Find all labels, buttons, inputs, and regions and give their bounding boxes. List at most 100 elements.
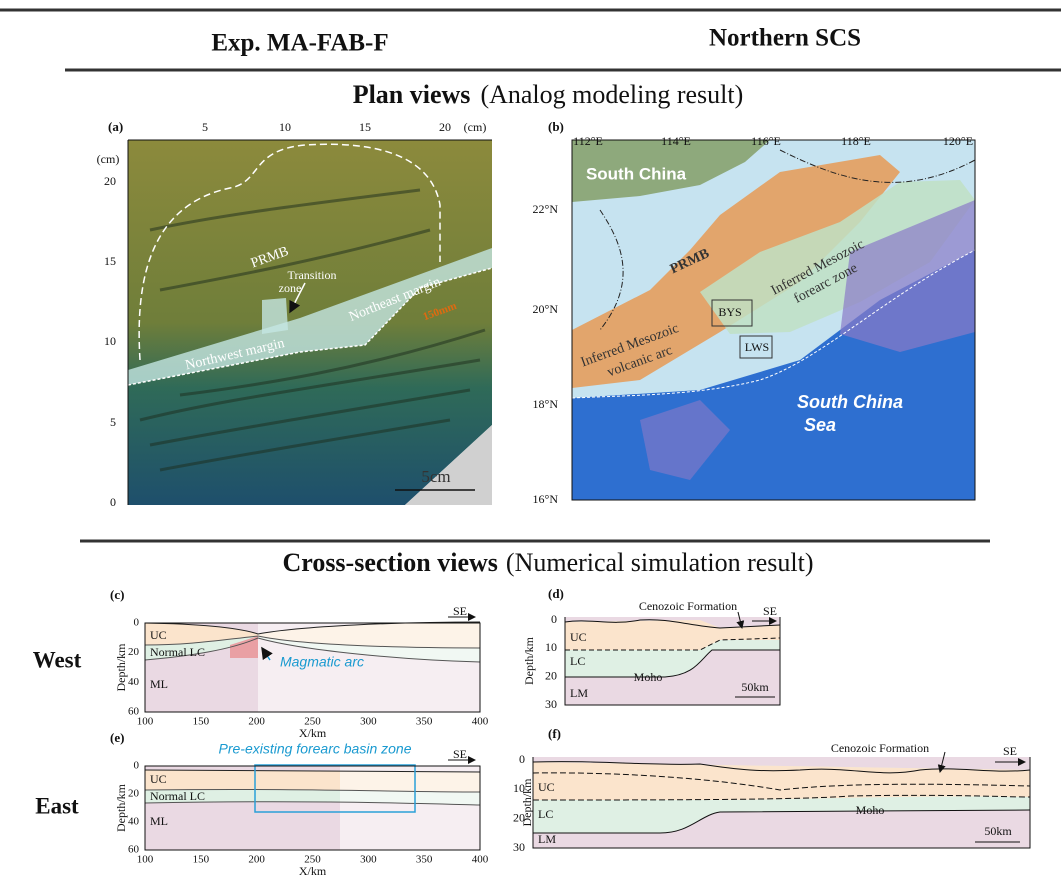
layer-label: UC [538, 780, 555, 794]
y-tick-label: 0 [110, 495, 116, 509]
x-tick-label: 100 [137, 716, 154, 728]
panel-label: (c) [110, 587, 124, 602]
layer-label: UC [570, 630, 587, 644]
layer-label: LC [538, 807, 553, 821]
panel-b-map [572, 140, 975, 500]
layer-label: UC [150, 772, 167, 786]
layer-label: ML [150, 814, 168, 828]
x-tick-label: 118°E [841, 134, 871, 148]
x-tick-label: 400 [472, 854, 489, 866]
panel-label: (f) [548, 726, 561, 741]
y-tick-label: 60 [128, 706, 140, 718]
annotation: Pre-existing forearc basin zone [219, 741, 412, 757]
annotation: BYS [718, 305, 741, 319]
formation-label: Cenozoic Formation [831, 741, 929, 755]
layer-label: Normal LC [150, 645, 205, 659]
y-tick-label: 0 [134, 617, 140, 629]
layer-label: LC [570, 654, 585, 668]
x-axis-label: X/km [299, 864, 327, 877]
annotation: South China [586, 164, 687, 183]
y-axis-label: Depth/km [114, 783, 128, 832]
y-tick-label: 18°N [533, 397, 559, 411]
y-tick-label: 60 [128, 844, 140, 856]
page-body: {"header": {"left": "Exp. MA-FAB-F", "ri… [0, 0, 1061, 877]
panel-label: (d) [548, 586, 564, 601]
y-axis-label: Depth/km [522, 636, 536, 685]
direction-label: SE [763, 604, 777, 618]
layer-label: LM [538, 832, 556, 846]
layer-label: LM [570, 686, 588, 700]
shape [340, 766, 480, 850]
moho-label: Moho [856, 803, 885, 817]
y-tick-label: 16°N [533, 492, 559, 506]
y-tick-label: 15 [104, 254, 116, 268]
shape [262, 298, 288, 334]
y-tick-label: 20 [128, 788, 140, 800]
section-title: Cross-section views [282, 548, 497, 577]
annotation: zone [279, 281, 302, 295]
y-tick-label: 10 [104, 334, 116, 348]
x-tick-label: 200 [248, 716, 265, 728]
y-tick-label: 0 [519, 752, 525, 766]
direction-label: SE [453, 747, 467, 761]
x-tick-label: 150 [193, 854, 210, 866]
x-tick-label: 300 [360, 716, 377, 728]
scale-label: 50km [741, 680, 769, 694]
x-tick-label: 350 [416, 854, 433, 866]
x-tick-label: 300 [360, 854, 377, 866]
x-tick-label: 200 [248, 854, 265, 866]
y-tick-label: 10 [545, 640, 557, 654]
annotation: Transition [288, 268, 337, 282]
panel-label: (b) [548, 119, 564, 134]
x-tick-label: 114°E [661, 134, 691, 148]
y-tick-label: 20°N [533, 302, 559, 316]
direction-label: SE [453, 604, 467, 618]
axis-unit: (cm) [97, 152, 120, 166]
x-axis-label: X/km [299, 726, 327, 740]
y-tick-label: 20 [104, 174, 116, 188]
row-label: West [33, 647, 82, 672]
axis-unit: (cm) [464, 120, 487, 134]
figure: Exp. MA-FAB-F Northern SCS Plan views (Anal… [0, 0, 1061, 877]
y-axis-label: Depth/km [520, 778, 534, 827]
x-tick-label: 120°E [943, 134, 973, 148]
y-tick-label: 30 [513, 840, 525, 854]
page: Figure html, body { margin: 0; padding: … [0, 0, 1061, 877]
x-tick-label: 150 [193, 716, 210, 728]
annotation: Sea [804, 415, 836, 435]
y-tick-label: 5 [110, 415, 116, 429]
x-tick-label: 350 [416, 716, 433, 728]
y-tick-label: 40 [128, 816, 140, 828]
row-label: East [35, 793, 79, 818]
y-tick-label: 20 [545, 668, 557, 682]
section-subtitle: (Analog modeling result) [480, 80, 743, 109]
y-tick-label: 0 [134, 760, 140, 772]
y-tick-label: 20 [128, 646, 140, 658]
x-tick-label: 15 [359, 120, 371, 134]
layer-label: Normal LC [150, 789, 205, 803]
x-tick-label: 10 [279, 120, 291, 134]
section-title: Plan views [353, 80, 471, 109]
layer-label: UC [150, 628, 167, 642]
panel-f-section [533, 752, 1030, 848]
scale-label: 5cm [421, 467, 450, 486]
scale-label: 50km [984, 824, 1012, 838]
panel-a-image [128, 140, 492, 505]
header-left: Exp. MA-FAB-F [211, 30, 388, 57]
x-tick-label: 400 [472, 716, 489, 728]
formation-label: Cenozoic Formation [639, 599, 737, 613]
panel-label: (e) [110, 730, 124, 745]
annotation: LWS [745, 340, 769, 354]
header-right: Northern SCS [709, 25, 861, 52]
layer-label: ML [150, 677, 168, 691]
y-tick-label: 30 [545, 697, 557, 711]
annotation: Magmatic arc [280, 654, 364, 670]
y-axis-label: Depth/km [114, 643, 128, 692]
x-tick-label: 100 [137, 854, 154, 866]
direction-label: SE [1003, 744, 1017, 758]
panel-label: (a) [108, 119, 123, 134]
x-tick-label: 20 [439, 120, 451, 134]
y-tick-label: 22°N [533, 202, 559, 216]
y-tick-label: 0 [551, 612, 557, 626]
y-tick-label: 40 [128, 676, 140, 688]
